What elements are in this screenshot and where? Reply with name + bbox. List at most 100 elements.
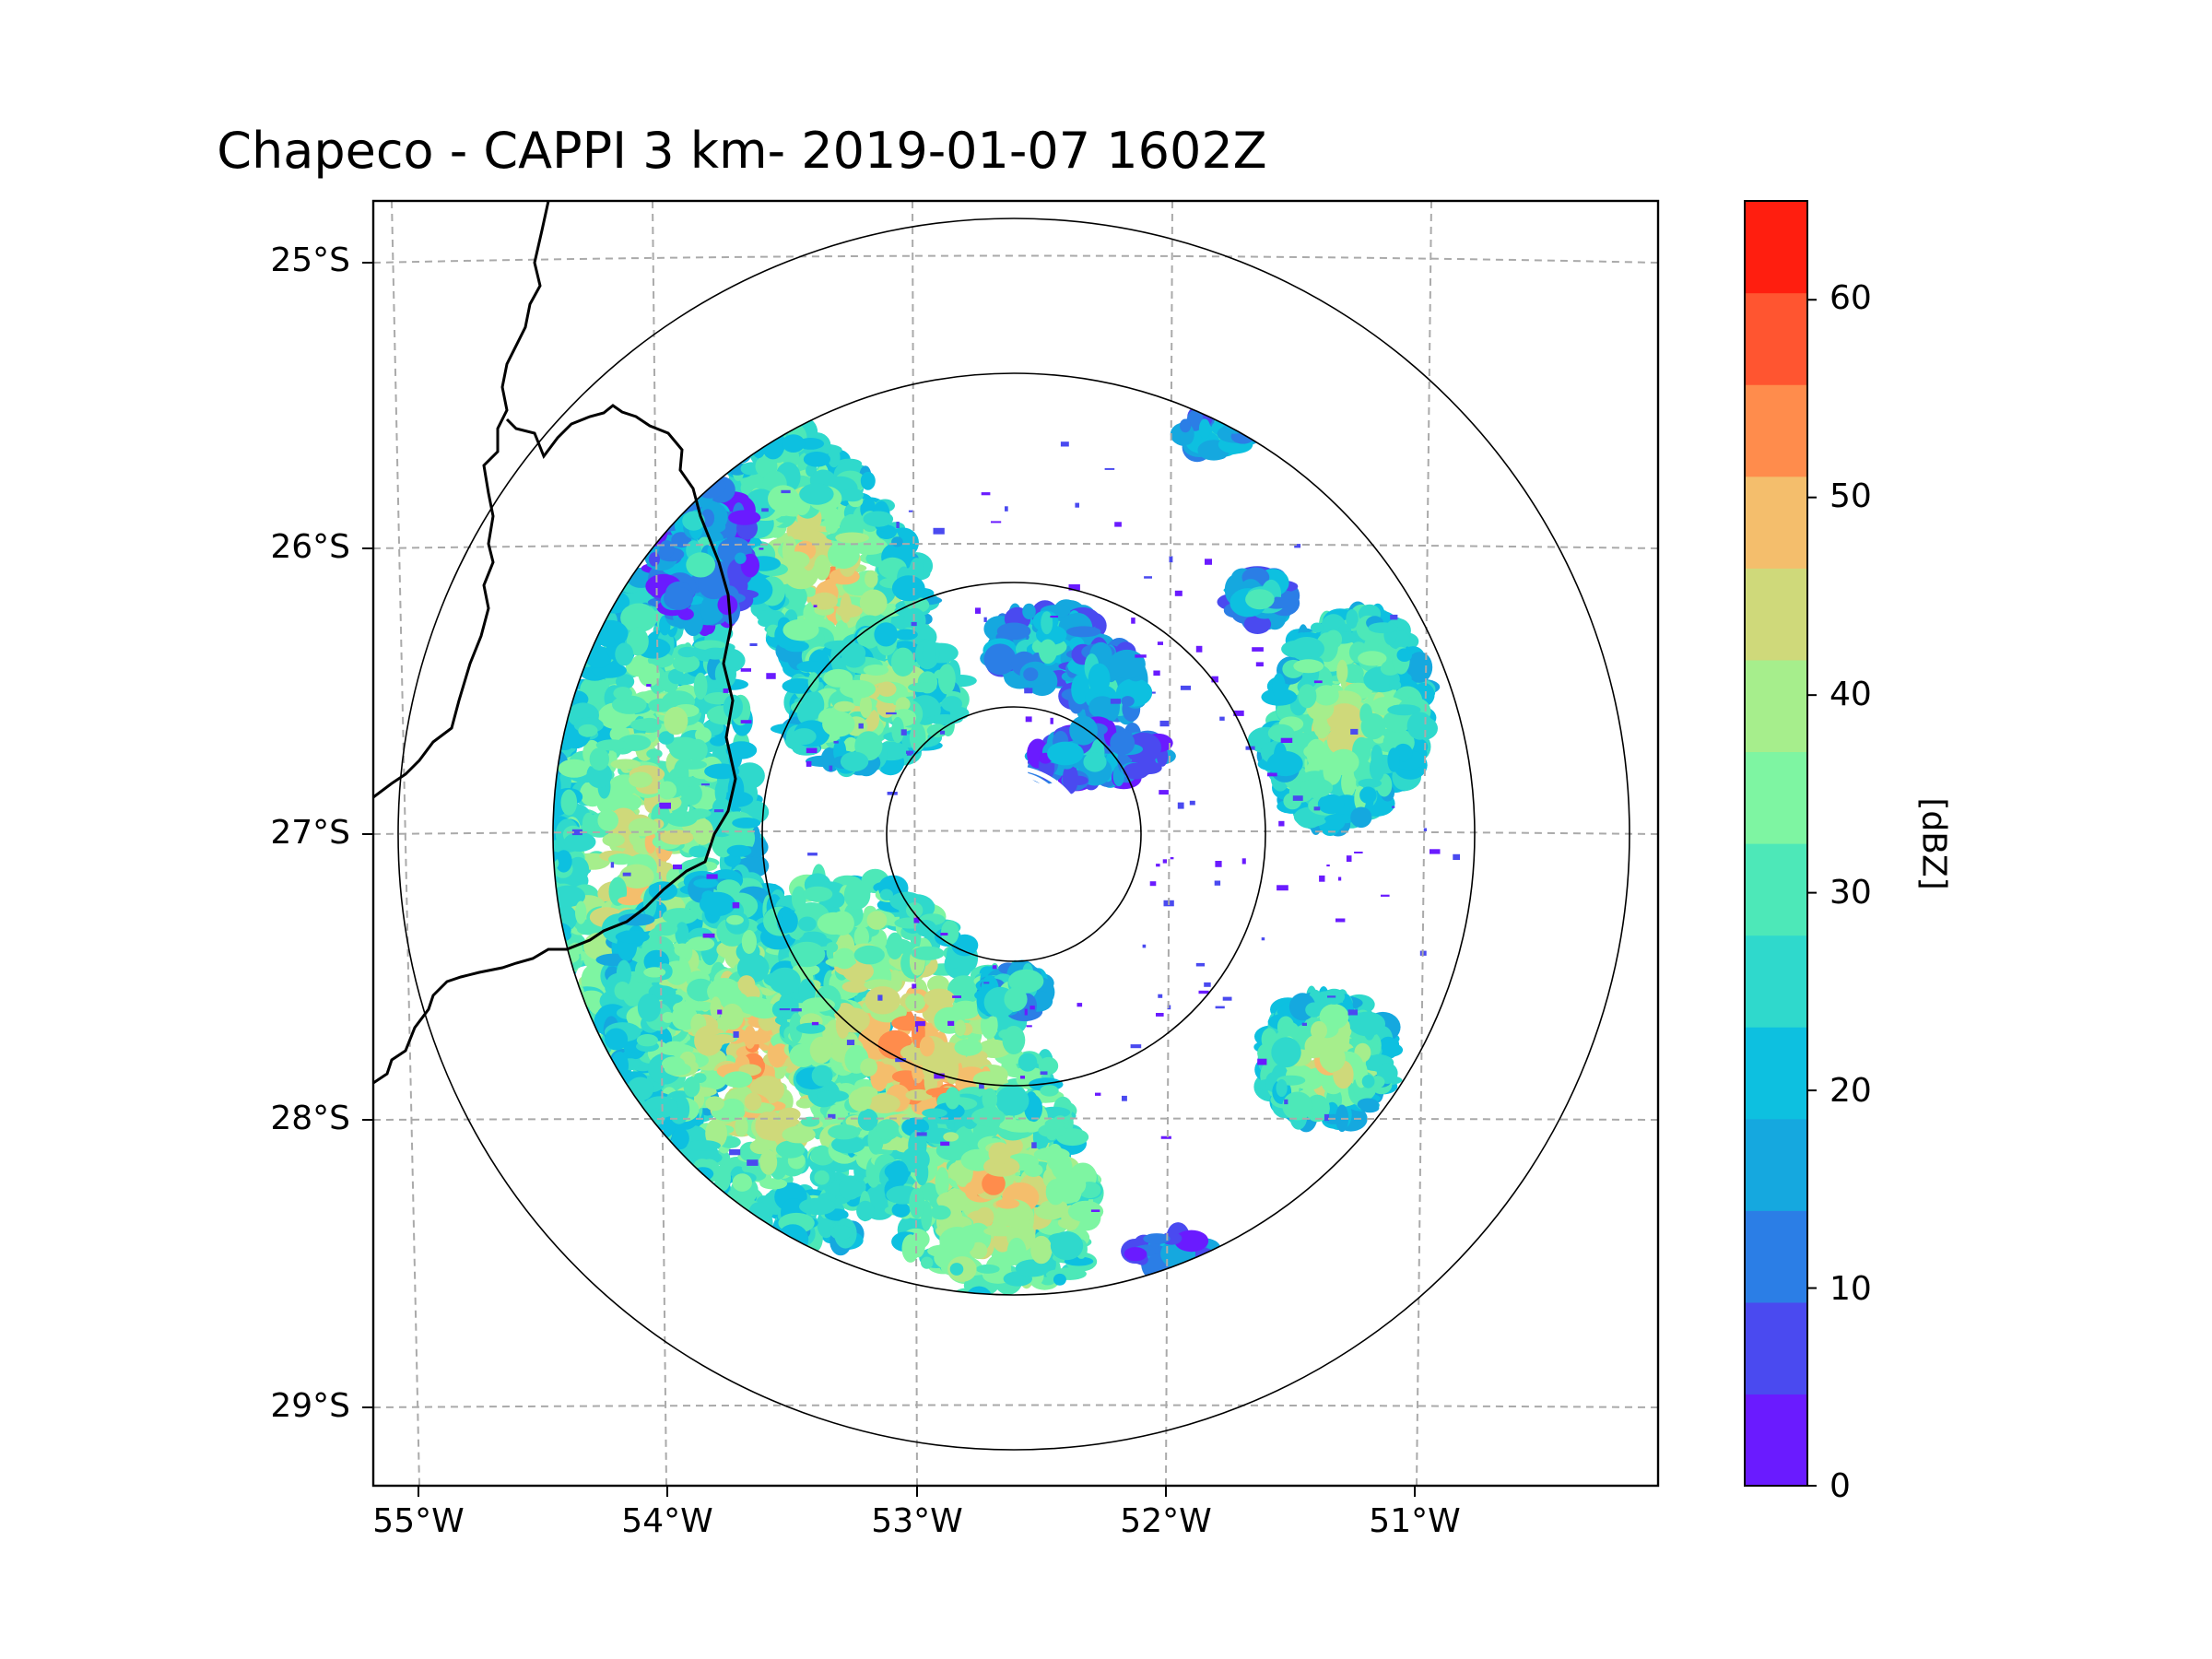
echo-cell [1313,685,1339,706]
echo-cell [1288,637,1324,661]
echo-cell [589,747,609,771]
echo-cell [617,1131,653,1159]
echo-speck [1024,688,1033,694]
echo-cell [586,1117,613,1145]
echo-cell [1004,987,1028,1012]
echo-speck [1346,855,1352,862]
echo-speck [1241,858,1246,865]
lat-label-26s: 26°S [270,528,350,566]
echo-cell [1053,1171,1087,1198]
echo-cell [557,1053,575,1067]
echo-speck [858,723,864,729]
echo-cell [553,885,586,907]
echo-cell [605,1028,629,1051]
echo-cell [1271,1037,1301,1068]
echo-speck [1180,685,1191,690]
echo-cell [859,589,888,617]
echo-speck [1354,852,1363,853]
echo-cell [688,845,709,858]
echo-cell [695,1184,713,1208]
echo-cell [735,552,747,564]
echo-cell [668,736,701,761]
echo-cell [782,1125,816,1144]
echo-cell [726,844,752,857]
echo-cell [675,922,689,946]
echo-cell [694,640,725,651]
echo-speck [1156,864,1160,867]
echo-speck [806,747,818,754]
echo-cell [566,1077,579,1102]
colorbar-segment [1745,568,1807,661]
colorbar-segment [1745,659,1807,753]
echo-cell [710,736,727,747]
echo-cell [553,934,560,958]
echo-cell [803,452,831,467]
echo-cell [618,1169,635,1183]
echo-cell [1280,1021,1300,1039]
echo-cell [769,967,801,994]
parallel-26s [373,543,1658,549]
cbar-tick-10: 10 [1830,1270,1872,1308]
echo-cell [919,1036,935,1057]
echo-cell [836,605,863,618]
echo-speck [1257,1058,1267,1065]
echo-cell [830,1225,853,1241]
echo-speck [1326,865,1330,867]
colorbar-segment [1745,1210,1807,1303]
echo-cell [954,1039,982,1056]
echo-cell [575,900,587,924]
echo-cell [1361,1075,1375,1088]
echo-cell [822,711,855,737]
echo-cell [1046,1143,1064,1171]
echo-cell [610,759,641,770]
echo-cell [576,1104,596,1128]
echo-speck [1026,1025,1032,1028]
echo-speck [1215,861,1222,867]
echo-speck [1110,699,1121,704]
echo-cell [606,1151,624,1168]
echo-speck [1338,877,1342,881]
echo-cell [887,1160,909,1187]
echo-speck [877,994,883,1001]
echo-cell [856,1200,875,1221]
echo-cell [699,891,735,917]
echo-cell [798,916,817,932]
echo-cell [606,1130,629,1153]
echo-cell [860,1058,877,1077]
echo-cell [1350,806,1372,829]
echo-speck [1095,1092,1101,1096]
echo-cell [1336,659,1348,684]
echo-speck [940,933,948,935]
echo-cell [636,1034,659,1047]
echo-cell [630,1159,665,1172]
echo-cell [572,1109,608,1120]
echo-cell [735,1116,748,1137]
echo-cell [1311,622,1324,633]
echo-speck [761,508,769,512]
echo-speck [1177,802,1184,809]
echo-cell [639,1147,656,1174]
echo-cell [865,986,900,1015]
echo-cell [598,1112,612,1142]
echo-cell [660,830,694,845]
echo-cell [625,1159,640,1184]
echo-cell [1406,712,1433,740]
echo-cell [1272,673,1286,700]
echo-speck [1090,1209,1100,1212]
echo-cell [728,510,761,525]
echo-cell [840,679,877,699]
echo-cell [1360,712,1386,740]
parallel-29s [373,1404,1658,1408]
echo-cell [922,640,936,668]
echo-cell [723,694,744,720]
echo-speck [911,621,917,627]
echo-speck [1313,806,1321,811]
echo-cell [606,1101,627,1112]
echo-cell [605,793,642,813]
lon-label-51w: 51°W [1369,1502,1461,1540]
echo-cell [573,1144,606,1161]
echo-cell [1002,1026,1026,1054]
echo-cell [741,930,758,954]
echo-cell [915,1159,929,1186]
echo-speck [1149,881,1157,887]
